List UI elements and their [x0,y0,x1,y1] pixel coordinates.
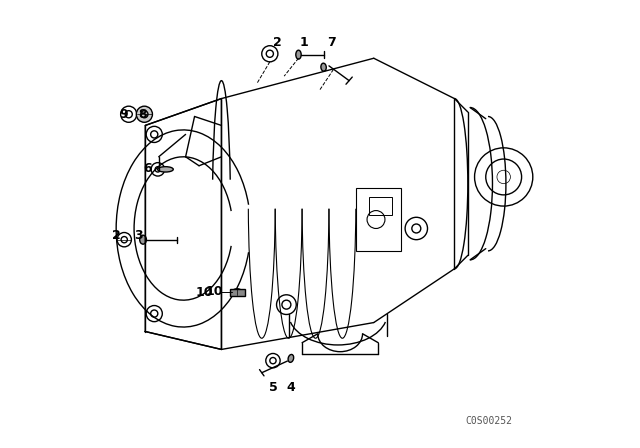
Text: 9: 9 [120,108,128,121]
Bar [230,289,244,296]
Ellipse shape [321,63,326,71]
Bar [369,197,392,215]
Ellipse shape [157,167,173,172]
Ellipse shape [232,289,242,296]
Circle shape [136,106,152,122]
Text: —: — [221,285,233,299]
Text: 10: 10 [206,284,223,298]
Ellipse shape [140,235,147,244]
Text: 1: 1 [300,36,308,49]
Text: 6: 6 [143,161,152,175]
Ellipse shape [288,354,294,362]
Text: 2: 2 [273,36,282,49]
Text: 7: 7 [327,36,335,49]
Text: 2: 2 [112,228,120,242]
Text: 5: 5 [269,381,277,394]
Text: 10: 10 [196,285,213,299]
Bar [356,188,401,251]
Text: 8: 8 [139,108,147,121]
Text: 3: 3 [134,228,143,242]
Ellipse shape [296,50,301,59]
Text: 4: 4 [287,381,295,394]
Text: C0S00252: C0S00252 [466,416,513,426]
